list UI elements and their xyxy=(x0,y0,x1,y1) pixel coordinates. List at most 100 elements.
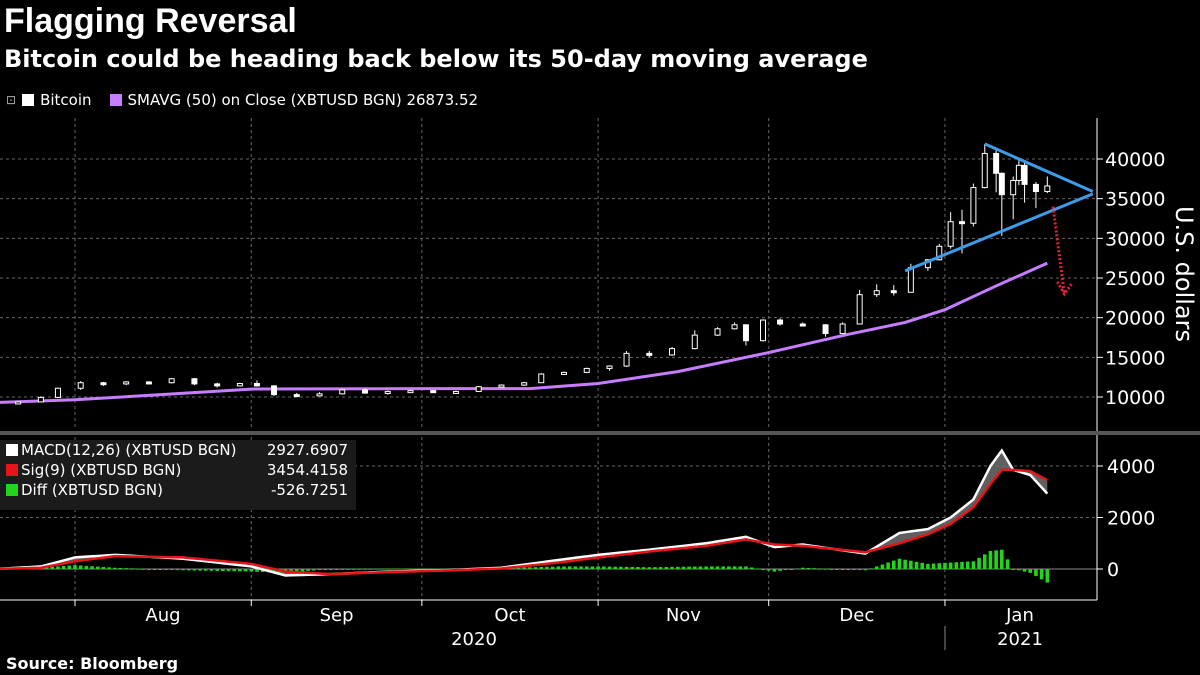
diff-bar xyxy=(909,560,913,569)
diff-bar xyxy=(960,561,964,569)
diff-bar xyxy=(397,568,401,570)
diff-bar xyxy=(630,566,635,569)
diff-bar xyxy=(340,568,345,570)
price-tick-label: 20000 xyxy=(1105,308,1165,330)
diff-bar xyxy=(374,568,379,570)
diff-bar xyxy=(761,569,765,570)
candle-body xyxy=(191,378,198,385)
month-label: Dec xyxy=(839,605,874,626)
candle-body xyxy=(452,390,459,394)
diff-bar xyxy=(232,569,237,572)
candle-body xyxy=(293,394,300,398)
diff-bar xyxy=(903,559,907,569)
macd-tick-label: 0 xyxy=(1107,559,1119,581)
diff-bar xyxy=(164,569,168,570)
triangle-lower-line xyxy=(904,192,1094,273)
candle-body xyxy=(100,382,107,386)
diff-bar xyxy=(880,564,885,569)
diff-bar xyxy=(874,566,879,569)
signal-line xyxy=(0,468,1048,576)
diff-bar xyxy=(221,569,225,572)
diff-bar xyxy=(198,569,202,571)
candle-body xyxy=(560,371,567,375)
diff-bar xyxy=(562,566,566,569)
diff-bar xyxy=(977,557,981,569)
candle-body xyxy=(1015,164,1022,181)
diff-bar xyxy=(624,566,629,569)
candle-body xyxy=(981,152,988,189)
diff-bar xyxy=(869,568,873,570)
diff-bar xyxy=(732,566,737,569)
candle-body xyxy=(646,352,653,356)
diff-bar xyxy=(1022,569,1027,572)
diff-bar xyxy=(818,568,822,570)
diff-bar xyxy=(727,566,731,569)
candle-body xyxy=(54,387,61,398)
legend-sig: Sig(9) (XBTUSD BGN) xyxy=(21,461,182,479)
diff-bar xyxy=(158,569,163,570)
candle-body xyxy=(998,172,1005,196)
candle-body xyxy=(498,384,505,388)
diff-bar xyxy=(590,566,595,569)
diff-bar xyxy=(1039,569,1044,580)
diff-bar xyxy=(414,568,418,570)
diff-bar xyxy=(971,561,976,569)
diff-bar xyxy=(778,569,782,571)
diff-bar xyxy=(982,554,987,569)
diff-bar xyxy=(73,565,77,569)
diff-bar xyxy=(539,566,544,569)
diff-bar xyxy=(50,566,55,569)
diff-bar xyxy=(783,569,788,571)
diff-bar xyxy=(670,566,674,569)
sma-swatch xyxy=(109,94,122,106)
diff-bar xyxy=(56,566,60,569)
diff-bar xyxy=(772,569,777,572)
price-tick-label: 10000 xyxy=(1105,387,1165,409)
diff-bar xyxy=(829,568,834,570)
diff-bar xyxy=(306,569,310,571)
candle-body xyxy=(253,383,260,387)
chart-title: Flagging Reversal xyxy=(4,2,297,40)
candle-body xyxy=(839,323,846,335)
candle-body xyxy=(538,373,545,384)
candle-body xyxy=(271,385,278,396)
candle-body xyxy=(606,365,613,369)
diff-bar xyxy=(192,569,197,571)
diff-bar xyxy=(937,563,942,569)
diff-bar xyxy=(107,567,111,569)
diff-bar xyxy=(658,567,663,569)
diff-bar xyxy=(607,566,612,569)
diff-bar xyxy=(380,568,384,570)
diff-bar xyxy=(95,566,100,569)
candle-body xyxy=(583,367,590,373)
diff-bar xyxy=(545,566,549,569)
diff-bar xyxy=(431,568,436,570)
diff-bar xyxy=(914,561,919,569)
forecast-arrow xyxy=(1051,206,1066,295)
diff-bar xyxy=(801,567,805,569)
diff-bar xyxy=(408,568,413,570)
candle-body xyxy=(947,221,954,247)
year-label: 2021 xyxy=(997,629,1043,650)
candle-body xyxy=(236,383,243,387)
candle-body xyxy=(760,319,767,342)
diff-bar xyxy=(101,566,106,569)
diff-bar xyxy=(965,561,970,569)
diff-bar xyxy=(920,562,925,569)
candle-body xyxy=(123,381,130,385)
diff-bar xyxy=(755,568,760,570)
diff-bar xyxy=(317,569,322,570)
candle-body xyxy=(384,390,391,394)
diff-bar xyxy=(550,566,555,569)
diff-bar xyxy=(687,566,691,569)
panel-divider xyxy=(0,431,1200,435)
diff-bar xyxy=(118,567,123,569)
candle-icon: ⊡ xyxy=(6,93,17,107)
candle-body xyxy=(521,382,528,386)
diff-bar xyxy=(522,567,526,569)
diff-value: -526.7251 xyxy=(271,481,348,499)
diff-bar xyxy=(647,567,652,569)
diff-bar xyxy=(90,566,94,569)
candle-body xyxy=(822,324,829,335)
diff-bar xyxy=(789,569,794,570)
